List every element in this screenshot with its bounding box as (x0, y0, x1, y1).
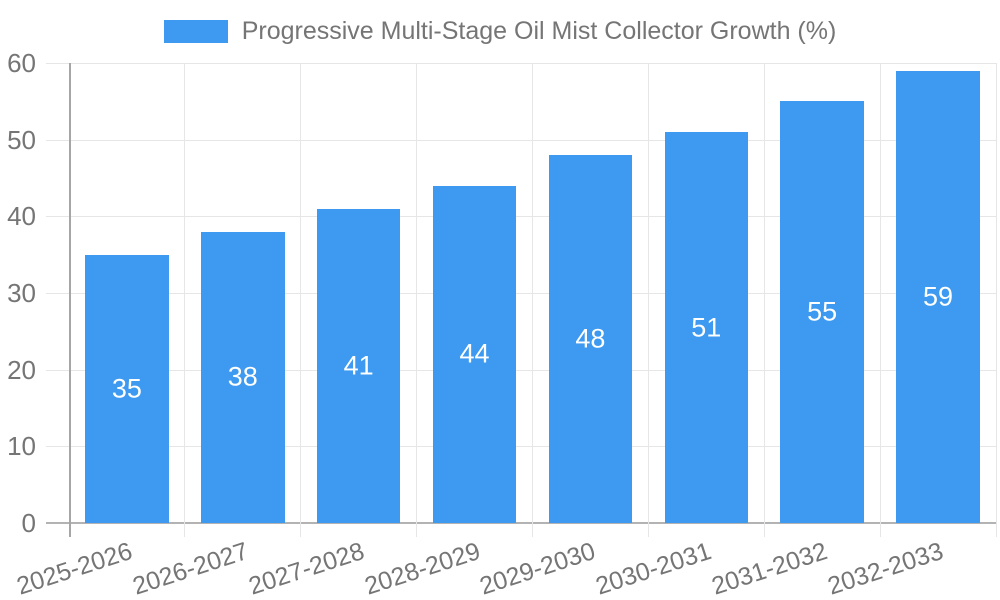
bar-value-label: 59 (923, 281, 954, 312)
legend-swatch-icon (163, 20, 228, 43)
y-gridline (46, 139, 996, 141)
bar-2031-2032[interactable]: 55 (780, 101, 864, 523)
x-gridline (300, 63, 302, 537)
bar-2025-2026[interactable]: 35 (85, 254, 169, 523)
x-gridline (879, 63, 881, 537)
y-tick-label: 40 (7, 201, 36, 232)
y-gridline (46, 216, 996, 218)
bar-2028-2029[interactable]: 44 (432, 185, 517, 523)
bar-value-label: 55 (807, 296, 838, 327)
y-tick-label: 30 (7, 278, 36, 308)
y-gridline (46, 446, 996, 448)
y-tick-label: 20 (7, 354, 36, 385)
bar-2030-2031[interactable]: 51 (664, 132, 749, 523)
bar-value-label: 48 (575, 323, 606, 354)
legend-label: Progressive Multi-Stage Oil Mist Collect… (241, 17, 837, 45)
bar-2032-2033[interactable]: 59 (896, 70, 980, 523)
bar-value-label: 41 (343, 350, 374, 381)
bar-2026-2027[interactable]: 38 (201, 231, 285, 523)
y-gridline (46, 63, 996, 64)
y-tick-label: 50 (7, 124, 36, 155)
x-axis-line (46, 522, 996, 524)
x-gridline (532, 63, 533, 537)
x-gridline (416, 63, 418, 537)
y-tick-label: 60 (7, 48, 36, 78)
x-gridline (763, 63, 765, 537)
bar-2027-2028[interactable]: 41 (316, 208, 401, 523)
x-gridline (995, 63, 997, 537)
bar-value-label: 38 (227, 361, 258, 392)
x-gridline (184, 63, 186, 537)
legend[interactable]: Progressive Multi-Stage Oil Mist Collect… (0, 17, 1000, 46)
bar-2029-2030[interactable]: 48 (548, 155, 633, 523)
y-gridline (46, 293, 996, 294)
plot-area: 0 10 20 30 40 50 60 35 2025-2026 38 2026-2027 41 202… (7, 50, 997, 600)
y-gridline (46, 369, 996, 371)
bar-value-label: 44 (459, 338, 490, 369)
y-axis-line (69, 63, 71, 537)
bar-value-label: 51 (691, 312, 722, 342)
x-gridline (647, 63, 649, 537)
y-tick-label: 0 (21, 508, 36, 538)
bar-value-label: 35 (111, 373, 142, 404)
y-tick-label: 10 (7, 431, 36, 462)
